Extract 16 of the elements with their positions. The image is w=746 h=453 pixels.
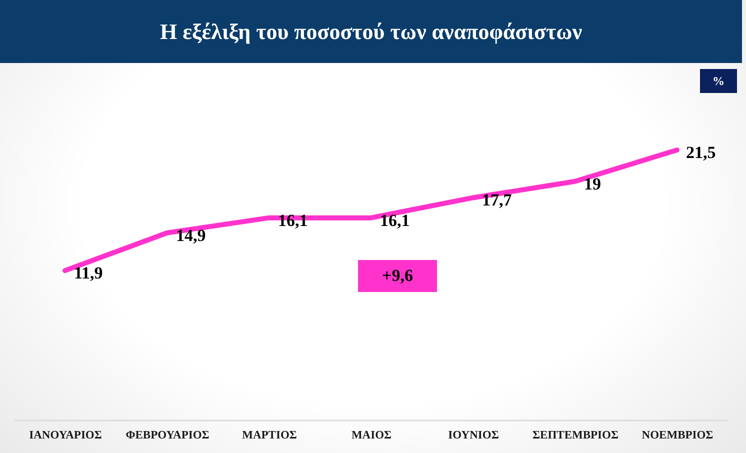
x-tick-label: ΙΟΥΝΙΟΣ: [448, 430, 499, 442]
x-tick-label: ΜΑΙΟΣ: [351, 430, 392, 442]
data-label: 19: [584, 174, 601, 194]
x-tick-label: ΙΑΝΟΥΑΡΙΟΣ: [29, 430, 102, 442]
x-tick-label: ΜΑΡΤΙΟΣ: [242, 430, 297, 442]
annotation: +9,6: [358, 260, 437, 292]
data-label: 14,9: [176, 226, 206, 245]
data-label: 21,5: [686, 143, 716, 162]
data-label: 17,7: [482, 190, 512, 210]
x-tick-label: ΣΕΠΤΕΜΒΡΙΟΣ: [532, 430, 618, 442]
x-tick-label: ΝΟΕΜΒΡΙΟΣ: [642, 430, 714, 442]
x-tick-label: ΦΕΒΡΟΥΑΡΙΟΣ: [126, 430, 210, 442]
chart-title: Η εξέλιξη του ποσοστού των αναποφάσιστων: [0, 0, 742, 63]
data-label: 16,1: [380, 210, 410, 230]
text: %: [700, 69, 737, 93]
data-label: 11,9: [74, 264, 103, 283]
